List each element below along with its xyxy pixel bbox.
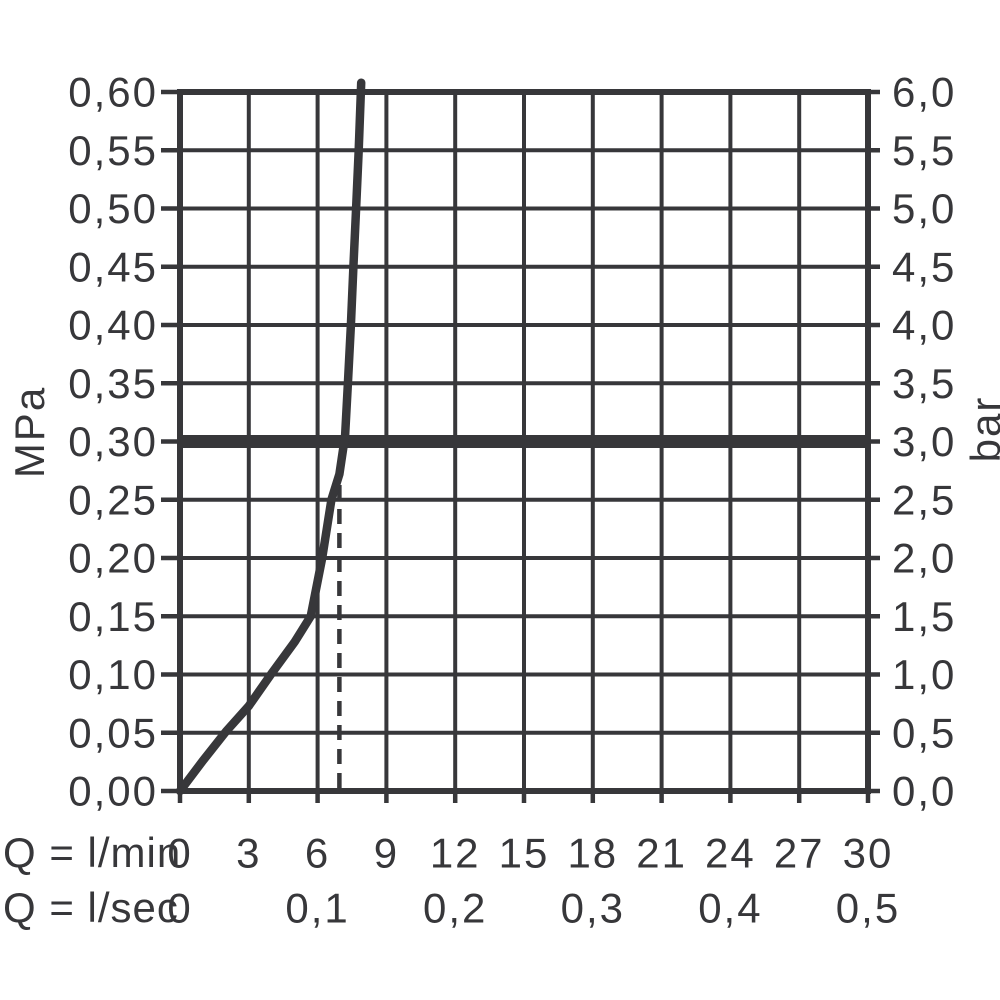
y-left-tick-label: 0,20 [68, 535, 158, 582]
y-left-tick-label: 0,30 [68, 418, 158, 465]
y-left-tick-label: 0,15 [68, 593, 158, 640]
x-lsec-tick-label: 0,4 [698, 885, 762, 932]
x-axis-lmin-row-label: Q = l/min [3, 829, 182, 876]
x-lmin-tick-label: 30 [843, 830, 894, 877]
x-axis-lsec-row-label: Q = l/sec [3, 884, 179, 931]
y-right-tick-label: 0,0 [892, 768, 956, 815]
flow-pressure-curve [175, 78, 366, 796]
x-lmin-tick-label: 3 [236, 830, 261, 877]
x-lmin-tick-label: 0 [167, 830, 192, 877]
x-lmin-tick-label: 18 [567, 830, 618, 877]
y-left-tick-label: 0,45 [68, 243, 158, 290]
y-right-tick-label: 1,5 [892, 593, 956, 640]
y-left-tick-label: 0,60 [68, 69, 158, 116]
y-right-tick-label: 0,5 [892, 709, 956, 756]
y-right-tick-label: 4,0 [892, 302, 956, 349]
y-right-tick-label: 2,5 [892, 476, 956, 523]
y-right-tick-label: 3,5 [892, 360, 956, 407]
x-lmin-tick-label: 27 [774, 830, 825, 877]
x-lmin-tick-label: 6 [305, 830, 330, 877]
x-lsec-tick-label: 0,5 [836, 885, 900, 932]
y-right-tick-label: 5,5 [892, 127, 956, 174]
y-right-tick-label: 6,0 [892, 69, 956, 116]
y-right-tick-label: 1,0 [892, 651, 956, 698]
y-left-tick-label: 0,05 [68, 709, 158, 756]
x-lmin-tick-label: 24 [705, 830, 756, 877]
x-lmin-tick-label: 21 [636, 830, 687, 877]
x-lsec-tick-label: 0,1 [285, 885, 349, 932]
right-axis-unit-label: bar [962, 395, 1000, 463]
y-left-tick-label: 0,40 [68, 302, 158, 349]
y-left-tick-label: 0,25 [68, 476, 158, 523]
y-right-tick-label: 5,0 [892, 185, 956, 232]
x-lsec-tick-label: 0 [167, 885, 192, 932]
y-left-tick-label: 0,35 [68, 360, 158, 407]
x-lmin-tick-label: 12 [430, 830, 481, 877]
left-axis-unit-label: MPa [6, 385, 53, 479]
x-lsec-tick-label: 0,3 [561, 885, 625, 932]
x-lmin-tick-label: 9 [374, 830, 399, 877]
x-lmin-tick-label: 15 [499, 830, 550, 877]
y-left-tick-label: 0,00 [68, 768, 158, 815]
y-left-tick-label: 0,55 [68, 127, 158, 174]
y-left-tick-label: 0,50 [68, 185, 158, 232]
y-right-tick-label: 3,0 [892, 418, 956, 465]
y-right-tick-label: 2,0 [892, 535, 956, 582]
x-lsec-tick-label: 0,2 [423, 885, 487, 932]
y-left-tick-label: 0,10 [68, 651, 158, 698]
y-right-tick-label: 4,5 [892, 243, 956, 290]
